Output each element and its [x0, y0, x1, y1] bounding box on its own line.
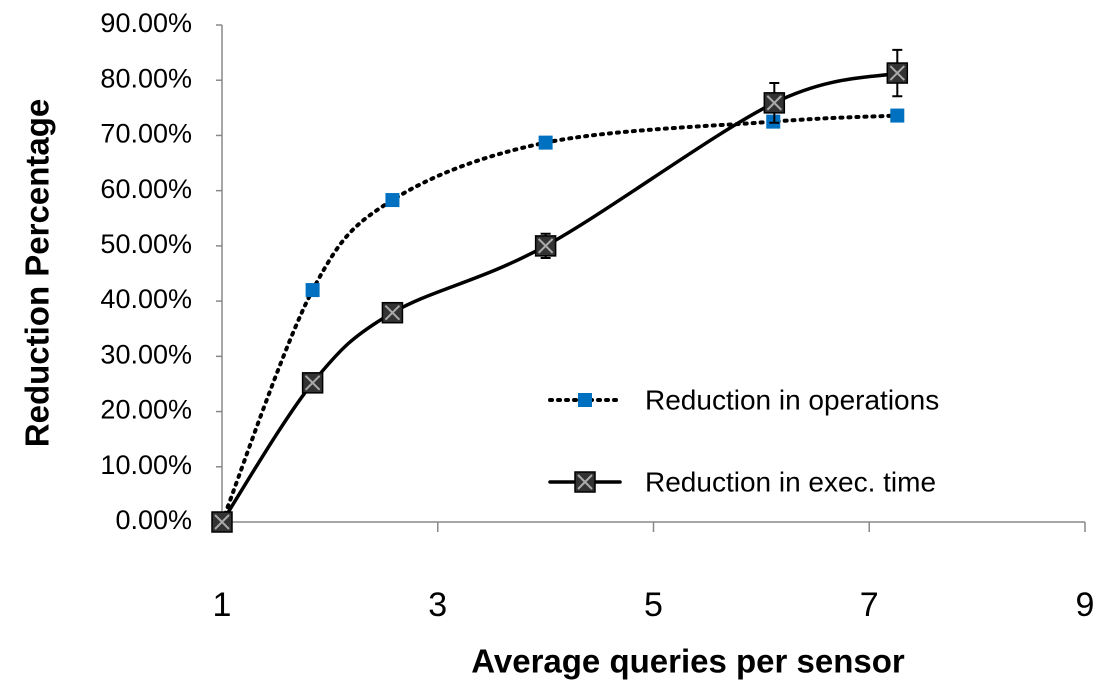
- x-tick-label: 1: [213, 586, 232, 624]
- marker-cross: [384, 305, 401, 321]
- legend-label: Reduction in exec. time: [645, 466, 936, 497]
- y-tick-label: 40.00%: [100, 284, 192, 314]
- marker: [578, 393, 592, 407]
- y-tick-label: 80.00%: [100, 63, 192, 93]
- x-axis-title: Average queries per sensor: [471, 643, 905, 680]
- y-tick-label: 10.00%: [100, 450, 192, 480]
- marker: [538, 135, 553, 150]
- x-tick-label: 7: [860, 586, 879, 624]
- marker: [305, 283, 320, 298]
- y-tick-label: 0.00%: [115, 505, 192, 535]
- x-tick-label: 9: [1076, 586, 1095, 624]
- marker-cross: [304, 375, 321, 391]
- y-axis-title: Reduction Percentage: [19, 99, 56, 447]
- y-tick-label: 60.00%: [100, 174, 192, 204]
- x-title-box: [410, 626, 965, 688]
- y-tick-label: 50.00%: [100, 229, 192, 259]
- legend-box: [625, 375, 1085, 433]
- marker-cross: [214, 514, 230, 530]
- y-tick-label: 90.00%: [100, 8, 192, 38]
- marker-cross: [577, 474, 593, 490]
- x-tick-label: 3: [428, 586, 447, 624]
- x-tick-label: 5: [644, 586, 663, 624]
- marker: [890, 108, 905, 123]
- marker-cross: [537, 238, 554, 254]
- marker: [385, 193, 400, 208]
- y-tick-label: 20.00%: [100, 395, 192, 425]
- series-line: [220, 113, 900, 524]
- legend-box: [625, 450, 1055, 510]
- marker-cross: [889, 65, 906, 81]
- marker: [766, 114, 781, 129]
- legend-label: Reduction in operations: [645, 384, 939, 415]
- y-tick-label: 30.00%: [100, 339, 192, 369]
- y-tick-label: 70.00%: [100, 119, 192, 149]
- marker-cross: [766, 95, 783, 111]
